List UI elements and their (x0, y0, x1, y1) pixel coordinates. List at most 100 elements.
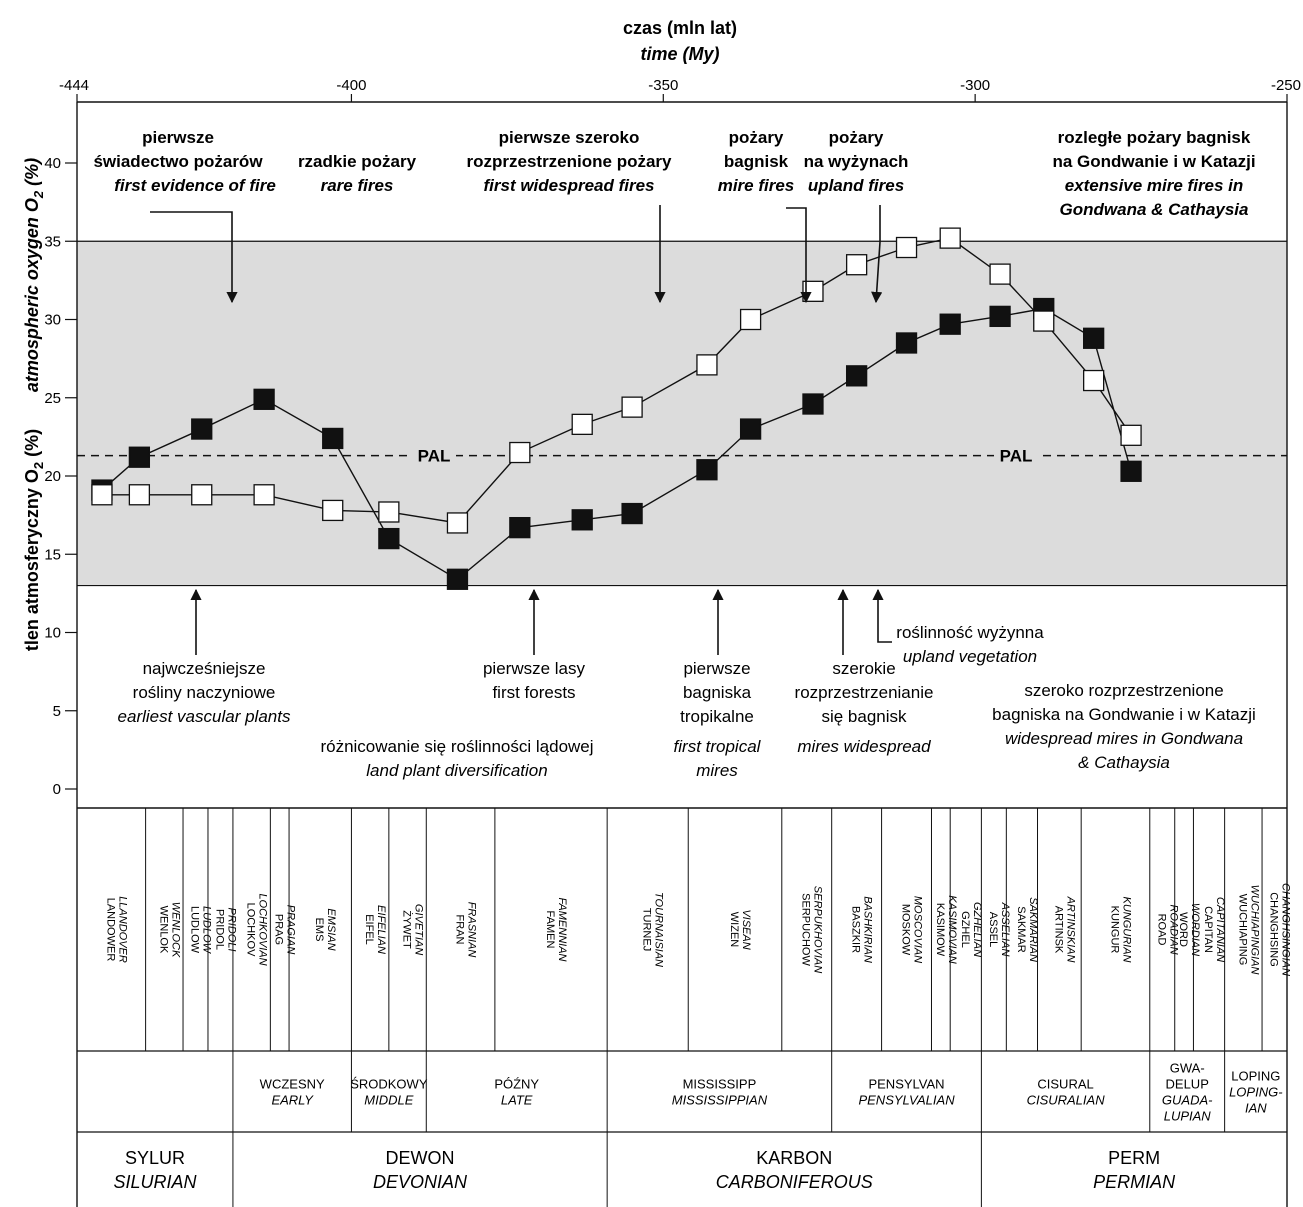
y-axis-title-pl: tlen atmosferyczny O2 (%) (22, 429, 46, 651)
stage-label: FAMEN FAMENNIAN (544, 898, 568, 962)
stage-label: GZHEL GZHELIAN (959, 902, 983, 957)
x-tick-label: -444 (59, 77, 89, 94)
stage-label-pl: ŻYWET (401, 910, 414, 949)
stage-label-pl: ROAD (1155, 914, 1167, 946)
y-tick-label: 0 (53, 781, 61, 798)
stage-label-pl: LOCHKOV (245, 903, 257, 957)
series-2-point (989, 263, 1011, 285)
annotation-extensive-mire-fires-en: Gondwana & Cathaysia (1060, 200, 1249, 219)
stage-label: WENLOK WENLOCK (157, 902, 181, 958)
annotation-first-evidence-of-fire-en: first evidence of fire (114, 176, 276, 195)
series-1-point (322, 427, 344, 450)
series-1-point (191, 418, 213, 440)
stage-label-pl: TURNEJ (641, 908, 653, 951)
stage-label-pl: SERPUCHOW (800, 893, 812, 966)
stage-label-pl: BASZKIR (850, 906, 862, 953)
y-tick-label: 20 (44, 468, 61, 485)
stage-label: WUCHIAPING WUCHIAPINGIAN (1236, 885, 1260, 975)
annotation-widespread-mires-gondwana-en: widespread mires in Gondwana (1005, 729, 1243, 748)
series-1-point (253, 388, 275, 410)
stage-label-en: TOURNAISIAN (653, 892, 665, 967)
series-1-point (509, 516, 531, 539)
annotation-mires-widespread: rozprzestrzenianie (795, 683, 934, 702)
annotation-first-widespread-fires-en: first widespread fires (483, 176, 654, 195)
annotation-upland-vegetation: roślinność wyżynna (896, 623, 1044, 642)
series-2-point (1082, 369, 1105, 392)
chart-title-pl: czas (mln lat) (623, 18, 737, 38)
x-tick-label: -350 (648, 77, 678, 94)
stage-label: MOSKOW MOSCOVIAN (900, 896, 924, 963)
series-1-point (1082, 327, 1105, 349)
stage-label: LUDLOW LUDLOW (189, 906, 213, 955)
stage-label-en: BASHKIRIAN (862, 896, 874, 963)
annotation-extensive-mire-fires: na Gondwanie i w Katazji (1052, 152, 1255, 171)
annotation-widespread-mires-gondwana-en: & Cathaysia (1078, 753, 1170, 772)
series-2-point (939, 227, 961, 249)
epoch-label-en: PENSYLVALIAN (858, 1093, 955, 1108)
series-2-point (91, 484, 113, 506)
epoch-label-en: GUADA- (1162, 1093, 1213, 1108)
stage-label-en: EIFELIAN (375, 905, 387, 954)
stage-label: WIZEN VISEAN (728, 909, 752, 949)
y-tick-label: 25 (44, 390, 61, 407)
epoch-label-pl: PÓŹNY (494, 1077, 539, 1092)
series-1-point (739, 418, 762, 440)
stage-label-en: LOCHKOVIAN (257, 893, 269, 965)
epoch-label-pl: WCZESNY (260, 1077, 325, 1092)
series-2-point (191, 484, 213, 506)
series-2-point (378, 501, 400, 523)
x-tick-label: -250 (1271, 77, 1301, 94)
series-2-point (571, 413, 593, 436)
stage-label: ŻYWET GIVETIAN (401, 904, 425, 955)
annotation-first-tropical-mires: bagniska (683, 683, 752, 702)
stage-label: SAKMAR SAKMARIAN (1015, 897, 1039, 962)
epoch-label-en: MISSISSIPPIAN (672, 1093, 768, 1108)
annotation-earliest-vascular-plants: rośliny naczyniowe (133, 683, 276, 702)
annotation-first-tropical-mires: tropikalne (680, 707, 754, 726)
stage-label-en: LUDLOW (201, 906, 213, 955)
stage-label-pl: WENLOK (157, 906, 169, 954)
annotation-land-plant-diversification-en: land plant diversification (366, 761, 547, 780)
epoch-label-en: LUPIAN (1164, 1109, 1212, 1124)
arrow-upland-vegetation (872, 588, 892, 643)
annotation-earliest-vascular-plants: najwcześniejsze (143, 659, 266, 678)
period-label-pl: PERM (1108, 1148, 1160, 1168)
series-1-point (895, 332, 918, 354)
stage-label-pl: WORD (1177, 912, 1189, 947)
series-2-point (845, 254, 868, 276)
arrow-mire-fires (786, 207, 812, 304)
series-2-point (509, 441, 531, 464)
epoch-label-en: EARLY (271, 1093, 314, 1108)
stage-label: KASIMOW KASIMOVIAN (934, 895, 958, 964)
x-tick-label: -300 (960, 77, 990, 94)
series-1-point (802, 393, 824, 415)
y-tick-label: 10 (44, 625, 61, 642)
stage-label: FRAN FRASNIAN (454, 902, 478, 958)
annotation-mires-widespread-en: mires widespread (797, 737, 931, 756)
stage-label-pl: CHANGHSING (1268, 892, 1280, 967)
period-label-en: PERMIAN (1093, 1172, 1176, 1192)
series-2-point (739, 308, 762, 331)
series-2-point (128, 484, 151, 506)
stage-label-en: GZHELIAN (971, 902, 983, 957)
annotation-upland-fires: pożary (829, 128, 884, 147)
stage-label-en: VISEAN (740, 909, 752, 949)
stage-label: CHANGHSING CHANGHSINGIAN (1268, 883, 1292, 976)
series-1-point (571, 509, 593, 531)
stage-label: PRAG PRAGIAN (273, 905, 297, 955)
series-1-point (1120, 460, 1142, 482)
pal-label-left: PAL (418, 447, 451, 466)
stage-label: EMS EMSIAN (313, 908, 337, 950)
stage-label: LANDOWER LLANDOVER (104, 896, 128, 963)
epoch-label-en: IAN (1245, 1101, 1267, 1116)
annotation-mire-fires: bagnisk (724, 152, 789, 171)
period-label-pl: KARBON (756, 1148, 832, 1168)
y-tick-label: 40 (44, 155, 61, 172)
period-label-pl: SYLUR (125, 1148, 185, 1168)
annotation-upland-fires: na wyżynach (804, 152, 909, 171)
stage-label-en: SERPUKHOVIAN (812, 886, 824, 973)
stage-label-en: KASIMOVIAN (946, 895, 958, 964)
stage-label-pl: FRAN (454, 915, 466, 945)
series-1-point (939, 313, 961, 335)
stage-label-pl: KASIMOW (934, 903, 946, 957)
